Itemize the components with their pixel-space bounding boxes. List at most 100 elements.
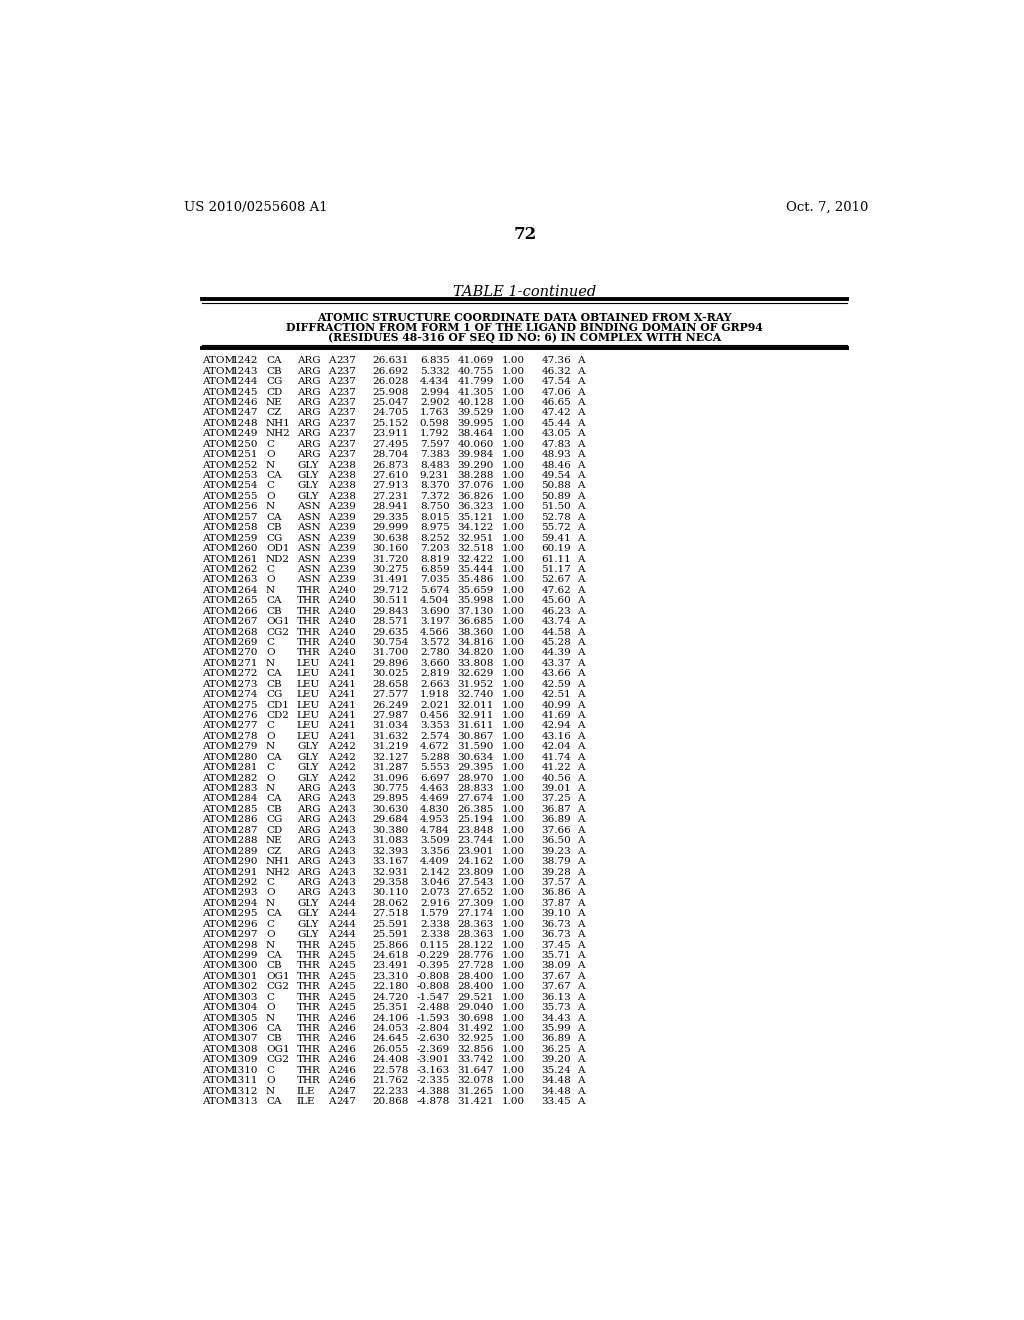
Text: A: A (328, 378, 336, 387)
Text: 246: 246 (337, 1065, 356, 1074)
Text: 241: 241 (337, 680, 356, 689)
Text: CG: CG (266, 816, 283, 825)
Text: 1247: 1247 (231, 408, 258, 417)
Text: ATOM: ATOM (202, 1003, 234, 1012)
Text: A: A (578, 450, 585, 459)
Text: 4.434: 4.434 (420, 378, 450, 387)
Text: 1.00: 1.00 (502, 826, 524, 834)
Text: ATOM: ATOM (202, 1097, 234, 1106)
Text: 28.658: 28.658 (372, 680, 409, 689)
Text: 34.48: 34.48 (542, 1086, 571, 1096)
Text: 24.408: 24.408 (372, 1055, 409, 1064)
Text: A: A (578, 440, 585, 449)
Text: 30.110: 30.110 (372, 888, 409, 898)
Text: 30.511: 30.511 (372, 597, 409, 606)
Text: A: A (328, 586, 336, 595)
Text: ARG: ARG (297, 388, 321, 396)
Text: ATOM: ATOM (202, 356, 234, 366)
Text: 2.663: 2.663 (420, 680, 450, 689)
Text: A: A (328, 607, 336, 615)
Text: 1.792: 1.792 (420, 429, 450, 438)
Text: 28.400: 28.400 (458, 982, 494, 991)
Text: A: A (578, 826, 585, 834)
Text: O: O (266, 450, 274, 459)
Text: 33.742: 33.742 (458, 1055, 494, 1064)
Text: A: A (328, 565, 336, 574)
Text: CB: CB (266, 1035, 282, 1044)
Text: 50.88: 50.88 (542, 482, 571, 491)
Text: 39.28: 39.28 (542, 867, 571, 876)
Text: A: A (578, 690, 585, 700)
Text: THR: THR (297, 961, 321, 970)
Text: 28.363: 28.363 (458, 920, 494, 929)
Text: ARG: ARG (297, 826, 321, 834)
Text: 241: 241 (337, 731, 356, 741)
Text: 247: 247 (337, 1097, 356, 1106)
Text: 24.645: 24.645 (372, 1035, 409, 1044)
Text: A: A (578, 867, 585, 876)
Text: TABLE 1-continued: TABLE 1-continued (454, 285, 596, 300)
Text: A: A (578, 492, 585, 500)
Text: 48.46: 48.46 (542, 461, 571, 470)
Text: 1250: 1250 (231, 440, 258, 449)
Text: ATOM: ATOM (202, 576, 234, 585)
Text: 35.998: 35.998 (458, 597, 494, 606)
Text: 27.987: 27.987 (372, 711, 409, 719)
Text: A: A (328, 418, 336, 428)
Text: CA: CA (266, 356, 282, 366)
Text: THR: THR (297, 1076, 321, 1085)
Text: 1283: 1283 (231, 784, 258, 793)
Text: 241: 241 (337, 690, 356, 700)
Text: 36.25: 36.25 (542, 1045, 571, 1053)
Text: A: A (578, 846, 585, 855)
Text: 1.00: 1.00 (502, 920, 524, 929)
Text: 7.203: 7.203 (420, 544, 450, 553)
Text: 28.970: 28.970 (458, 774, 494, 783)
Text: CD1: CD1 (266, 701, 289, 710)
Text: 36.89: 36.89 (542, 816, 571, 825)
Text: ASN: ASN (297, 533, 321, 543)
Text: 39.529: 39.529 (458, 408, 494, 417)
Text: A: A (578, 418, 585, 428)
Text: 1.00: 1.00 (502, 1045, 524, 1053)
Text: 38.09: 38.09 (542, 961, 571, 970)
Text: ASN: ASN (297, 544, 321, 553)
Text: C: C (266, 763, 274, 772)
Text: 35.444: 35.444 (458, 565, 494, 574)
Text: ARG: ARG (297, 450, 321, 459)
Text: 245: 245 (337, 1003, 356, 1012)
Text: A: A (328, 471, 336, 480)
Text: 6.859: 6.859 (420, 565, 450, 574)
Text: 31.632: 31.632 (372, 731, 409, 741)
Text: ATOM: ATOM (202, 867, 234, 876)
Text: 5.332: 5.332 (420, 367, 450, 376)
Text: 1270: 1270 (231, 648, 258, 657)
Text: 36.86: 36.86 (542, 888, 571, 898)
Text: A: A (328, 795, 336, 804)
Text: A: A (578, 544, 585, 553)
Text: 30.867: 30.867 (458, 731, 494, 741)
Text: 29.896: 29.896 (372, 659, 409, 668)
Text: 1.00: 1.00 (502, 909, 524, 919)
Text: 32.856: 32.856 (458, 1045, 494, 1053)
Text: 245: 245 (337, 950, 356, 960)
Text: ASN: ASN (297, 503, 321, 511)
Text: OG1: OG1 (266, 618, 290, 626)
Text: ATOM: ATOM (202, 722, 234, 730)
Text: 240: 240 (337, 648, 356, 657)
Text: ARG: ARG (297, 440, 321, 449)
Text: 27.728: 27.728 (458, 961, 494, 970)
Text: 1.00: 1.00 (502, 554, 524, 564)
Text: CD: CD (266, 826, 283, 834)
Text: NE: NE (266, 399, 283, 407)
Text: ARG: ARG (297, 356, 321, 366)
Text: 1.00: 1.00 (502, 993, 524, 1002)
Text: 246: 246 (337, 1035, 356, 1044)
Text: 1310: 1310 (231, 1065, 258, 1074)
Text: 25.866: 25.866 (372, 941, 409, 949)
Text: 1284: 1284 (231, 795, 258, 804)
Text: A: A (328, 544, 336, 553)
Text: 31.265: 31.265 (458, 1086, 494, 1096)
Text: A: A (328, 576, 336, 585)
Text: 4.409: 4.409 (420, 857, 450, 866)
